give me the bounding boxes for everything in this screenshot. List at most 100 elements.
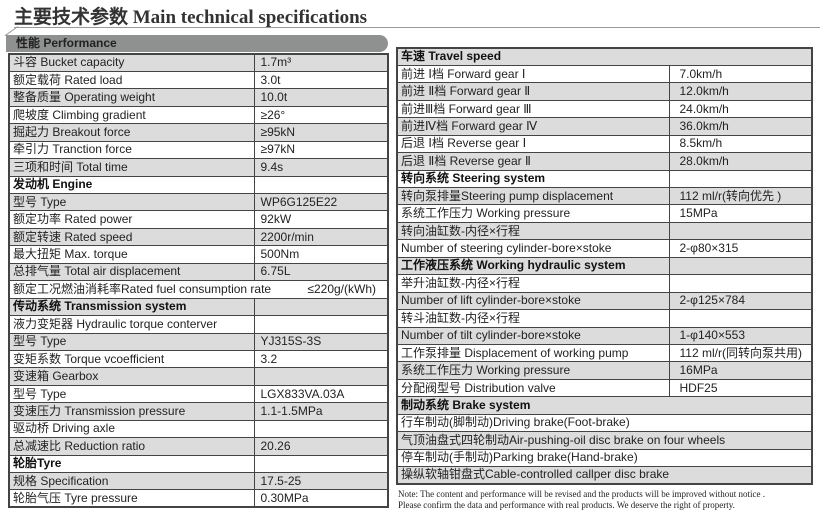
spec-value: 15MPa [668, 204, 813, 223]
spec-label: 停车制动(手制动)Parking brake(Hand-brake) [396, 448, 813, 468]
right-spec-table: 车速 Travel speed 前进 Ⅰ档 Forward gear Ⅰ 7.0km… [396, 47, 813, 485]
spec-value: ≥26° [253, 105, 389, 125]
spec-row: 额定功率 Rated power 92kW [8, 210, 389, 229]
spec-row: 转向油缸数-内径×行程 [396, 221, 813, 241]
spec-row: 斗容 Bucket capacity 1.7m³ [8, 53, 389, 72]
spec-label: 系统工作压力 Working pressure [396, 361, 670, 380]
spec-label: Number of tilt cylinder-bore×stoke [396, 326, 670, 345]
spec-label: 液力变矩器 Hydraulic torque conterver [8, 315, 255, 334]
section-title: 工作液压系统 Working hydraulic system [396, 256, 670, 276]
spec-value [668, 309, 813, 328]
spec-value [253, 175, 389, 195]
spec-label: 额定载荷 Rated load [8, 70, 255, 90]
spec-row: 变速压力 Transmission pressure 1.1-1.5MPa [8, 402, 389, 421]
spec-row: 驱动桥 Driving axle [8, 419, 389, 439]
spec-row: 总排气量 Total air displacement 6.75L [8, 262, 389, 282]
section-title: 轮胎Tyre [8, 454, 255, 474]
section-header-row: 转向系统 Steering system [396, 169, 813, 189]
section-title: 发动机 Engine [8, 175, 255, 195]
spec-row: 爬坡度 Climbing gradient ≥26° [8, 105, 389, 125]
spec-value: 1.1-1.5MPa [253, 402, 389, 421]
spec-row: Number of lift cylinder-bore×stoke 2-φ125… [396, 291, 813, 311]
spec-label: 型号 Type [8, 384, 255, 404]
spec-value [253, 315, 389, 334]
spec-label: Number of steering cylinder-bore×stoke [396, 239, 670, 258]
spec-row: 变矩系数 Torque vcoefficient 3.2 [8, 349, 389, 369]
spec-label: 系统工作压力 Working pressure [396, 204, 670, 223]
spec-value: 36.0km/h [668, 117, 813, 136]
spec-row: 规格 Specification 17.5-25 [8, 471, 389, 491]
spec-row: 液力变矩器 Hydraulic torque conterver [8, 315, 389, 334]
spec-label: 转向油缸数-内径×行程 [396, 221, 670, 241]
spec-label: 变矩系数 Torque vcoefficient [8, 349, 255, 369]
left-spec-table: 斗容 Bucket capacity 1.7m³ 额定载荷 Rated load 3.… [8, 53, 389, 509]
spec-row: 行车制动(脚制动)Driving brake(Foot-brake) [396, 413, 813, 433]
spec-label: 轮胎气压 Tyre pressure [8, 489, 255, 508]
page-title: 主要技术参数 Main technical specifications [14, 7, 368, 28]
spec-value: ≥95kN [253, 123, 389, 142]
spec-row: 型号 Type LGX833VA.03A [8, 384, 389, 404]
spec-row: 型号 Type YJ315S-3S [8, 332, 389, 351]
spec-value: 12.0km/h [668, 82, 813, 101]
spec-row: 停车制动(手制动)Parking brake(Hand-brake) [396, 448, 813, 468]
spec-label: 转斗油缸数-内径×行程 [396, 309, 670, 328]
spec-value: 9.4s [253, 158, 389, 177]
spec-value: 16MPa [668, 361, 813, 380]
spec-label: 前进 Ⅰ档 Forward gear Ⅰ [396, 64, 670, 84]
note-line: Please confirm the data and performance … [398, 500, 735, 510]
spec-row: 前进 Ⅱ档 Forward gear Ⅱ 12.0km/h [396, 82, 813, 101]
spec-row: 型号 Type WP6G125E22 [8, 192, 389, 212]
section-header-row: 轮胎Tyre [8, 454, 389, 474]
spec-label: 前进Ⅳ档 Forward gear Ⅳ [396, 117, 670, 136]
spec-value: 3.2 [253, 349, 389, 369]
spec-value [253, 367, 389, 386]
section-header-row: 制动系统 Brake system [396, 396, 813, 415]
section-title: 制动系统 Brake system [396, 396, 813, 415]
note-line: Note: The content and performance will b… [398, 489, 765, 499]
spec-label: 斗容 Bucket capacity [8, 53, 255, 72]
spec-row: 操纵软轴钳盘式Cable-controlled callper disc bra… [396, 465, 813, 485]
spec-row: 转斗油缸数-内径×行程 [396, 309, 813, 328]
spec-value: 92kW [253, 210, 389, 229]
spec-value [668, 274, 813, 293]
spec-label: 行车制动(脚制动)Driving brake(Foot-brake) [396, 413, 813, 433]
spec-value: 2-φ80×315 [668, 239, 813, 258]
spec-label: ≤220g/(kWh) 额定工况燃油消耗率Rated fuel consumpti… [8, 280, 389, 299]
spec-row: 最大扭矩 Max. torque 500Nm [8, 245, 389, 264]
spec-row: 后退 Ⅱ档 Reverse gear Ⅱ 28.0km/h [396, 152, 813, 171]
spec-value [253, 297, 389, 317]
section-header-row: 工作液压系统 Working hydraulic system [396, 256, 813, 276]
spec-value: ≥97kN [253, 140, 389, 160]
spec-value [668, 256, 813, 276]
spec-value [253, 454, 389, 474]
section-title: 转向系统 Steering system [396, 169, 670, 189]
spec-value: 0.30MPa [253, 489, 389, 508]
spec-row: 后退 Ⅰ档 Reverse gear Ⅰ 8.5km/h [396, 134, 813, 154]
spec-label: 总排气量 Total air displacement [8, 262, 255, 282]
spec-row: 额定转速 Rated speed 2200r/min [8, 227, 389, 247]
spec-value: 1-φ140×553 [668, 326, 813, 345]
spec-row: 三项和时间 Total time 9.4s [8, 158, 389, 177]
spec-row: 前进Ⅲ档 Forward gear Ⅲ 24.0km/h [396, 99, 813, 119]
spec-label: 后退 Ⅱ档 Reverse gear Ⅱ [396, 152, 670, 171]
spec-row: 轮胎气压 Tyre pressure 0.30MPa [8, 489, 389, 508]
spec-row: 额定载荷 Rated load 3.0t [8, 70, 389, 90]
spec-row: 系统工作压力 Working pressure 16MPa [396, 361, 813, 380]
spec-label: 驱动桥 Driving axle [8, 419, 255, 439]
spec-value: WP6G125E22 [253, 192, 389, 212]
spec-row: 系统工作压力 Working pressure 15MPa [396, 204, 813, 223]
spec-row: 分配阀型号 Distribution valve HDF25 [396, 378, 813, 398]
spec-value: 2200r/min [253, 227, 389, 247]
spec-row: 转向泵排量Steering pump displacement 112 ml/r(… [396, 186, 813, 206]
spec-label: 规格 Specification [8, 471, 255, 491]
spec-value: 1.7m³ [253, 53, 389, 72]
spec-label: 额定功率 Rated power [8, 210, 255, 229]
spec-value: 3.0t [253, 70, 389, 90]
footnote: Note: The content and performance will b… [398, 489, 765, 511]
spec-row: 变速箱 Gearbox [8, 367, 389, 386]
spec-value: 7.0km/h [668, 64, 813, 84]
spec-row: Number of tilt cylinder-bore×stoke 1-φ140… [396, 326, 813, 345]
spec-label: 变速压力 Transmission pressure [8, 402, 255, 421]
spec-label: 爬坡度 Climbing gradient [8, 105, 255, 125]
spec-value [668, 221, 813, 241]
